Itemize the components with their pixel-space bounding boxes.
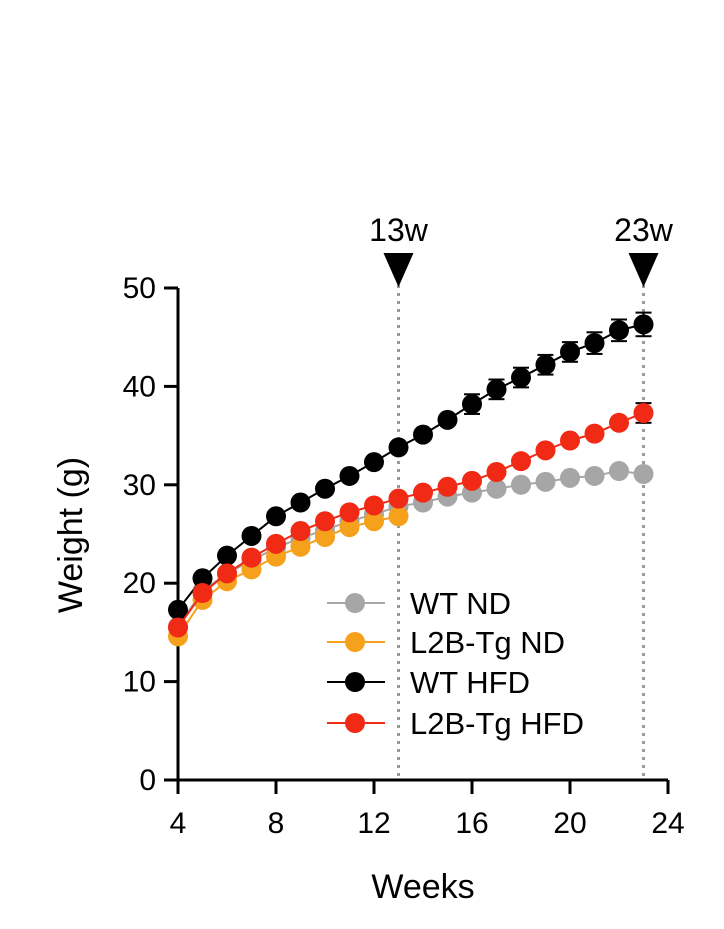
x-axis-title: Weeks (371, 868, 474, 906)
annotation-arrow-icon (383, 253, 414, 287)
data-point (315, 511, 335, 532)
data-point (290, 492, 311, 513)
legend-marker (345, 632, 365, 652)
data-point (217, 563, 237, 584)
data-point (633, 463, 654, 484)
legend-item: L2B-Tg HFD (327, 706, 584, 741)
y-tick-label: 0 (139, 764, 156, 797)
data-point (315, 526, 335, 547)
data-point (511, 474, 531, 495)
legend-item: L2B-Tg ND (327, 625, 565, 660)
series-wt-hfd (168, 311, 654, 620)
data-point (192, 583, 213, 604)
legend: WT ND L2B-Tg ND WT HFD L2B-Tg HFD (327, 586, 584, 741)
annotation-label: 23w (614, 212, 674, 248)
data-point (388, 437, 409, 458)
data-point (609, 412, 629, 433)
x-tick-label: 16 (455, 807, 488, 840)
y-tick-label: 40 (123, 370, 156, 403)
data-point (364, 511, 384, 532)
data-point (437, 476, 458, 497)
data-point (266, 506, 286, 527)
data-point (633, 402, 654, 423)
x-tick-label: 8 (268, 807, 285, 840)
x-tick-label: 4 (170, 807, 187, 840)
data-point (413, 424, 433, 445)
week-annotations: 13w 23w (369, 212, 674, 780)
data-point (437, 409, 458, 430)
y-axis-title: Weight (g) (52, 457, 90, 613)
data-point (560, 430, 580, 451)
data-point (511, 367, 531, 388)
data-point (192, 568, 213, 589)
x-tick-label: 12 (357, 807, 390, 840)
data-point (486, 379, 507, 400)
data-point (388, 488, 409, 509)
legend-marker (345, 713, 365, 733)
data-point (633, 314, 654, 335)
data-point (290, 521, 311, 542)
data-point (168, 599, 188, 620)
data-point (241, 547, 262, 568)
data-point (609, 320, 629, 341)
legend-label: WT HFD (410, 665, 530, 700)
data-point (535, 440, 556, 461)
annotation-label: 13w (369, 212, 429, 248)
y-tick-label: 30 (123, 469, 156, 502)
data-point (535, 354, 556, 375)
legend-marker (345, 593, 365, 613)
legend-marker (345, 672, 365, 692)
y-tick-label: 50 (123, 272, 156, 305)
y-tick-label: 10 (123, 666, 156, 699)
data-point (511, 451, 531, 472)
data-point (339, 517, 360, 538)
data-point (486, 478, 507, 499)
legend-label: WT ND (410, 586, 511, 621)
data-point (584, 423, 605, 444)
data-point (584, 465, 605, 486)
axes: 0 10 20 30 40 50 4 8 12 16 20 24 (123, 272, 685, 840)
data-point (486, 462, 507, 483)
data-point (241, 525, 262, 546)
legend-label: L2B-Tg HFD (410, 706, 584, 741)
data-point (339, 502, 360, 523)
data-point (315, 478, 335, 499)
data-point (168, 617, 188, 638)
data-series (168, 311, 654, 647)
y-tick-label: 20 (123, 567, 156, 600)
data-point (339, 465, 360, 486)
x-tick-label: 20 (553, 807, 586, 840)
data-point (535, 471, 556, 492)
data-point (364, 452, 384, 473)
data-point (462, 394, 482, 415)
annotation-arrow-icon (628, 253, 659, 287)
data-point (413, 482, 433, 503)
series-l2b-tg-hfd (168, 402, 654, 638)
legend-item: WT ND (327, 586, 511, 621)
legend-item: WT HFD (327, 665, 530, 700)
data-point (266, 533, 286, 554)
data-point (462, 470, 482, 491)
data-point (388, 506, 409, 527)
data-point (290, 536, 311, 557)
data-point (364, 495, 384, 516)
series-line (177, 515, 399, 637)
data-point (560, 341, 580, 362)
data-point (609, 461, 629, 482)
data-point (560, 467, 580, 488)
data-point (217, 545, 237, 566)
x-tick-label: 24 (651, 807, 684, 840)
legend-label: L2B-Tg ND (410, 625, 565, 660)
data-point (584, 333, 605, 354)
